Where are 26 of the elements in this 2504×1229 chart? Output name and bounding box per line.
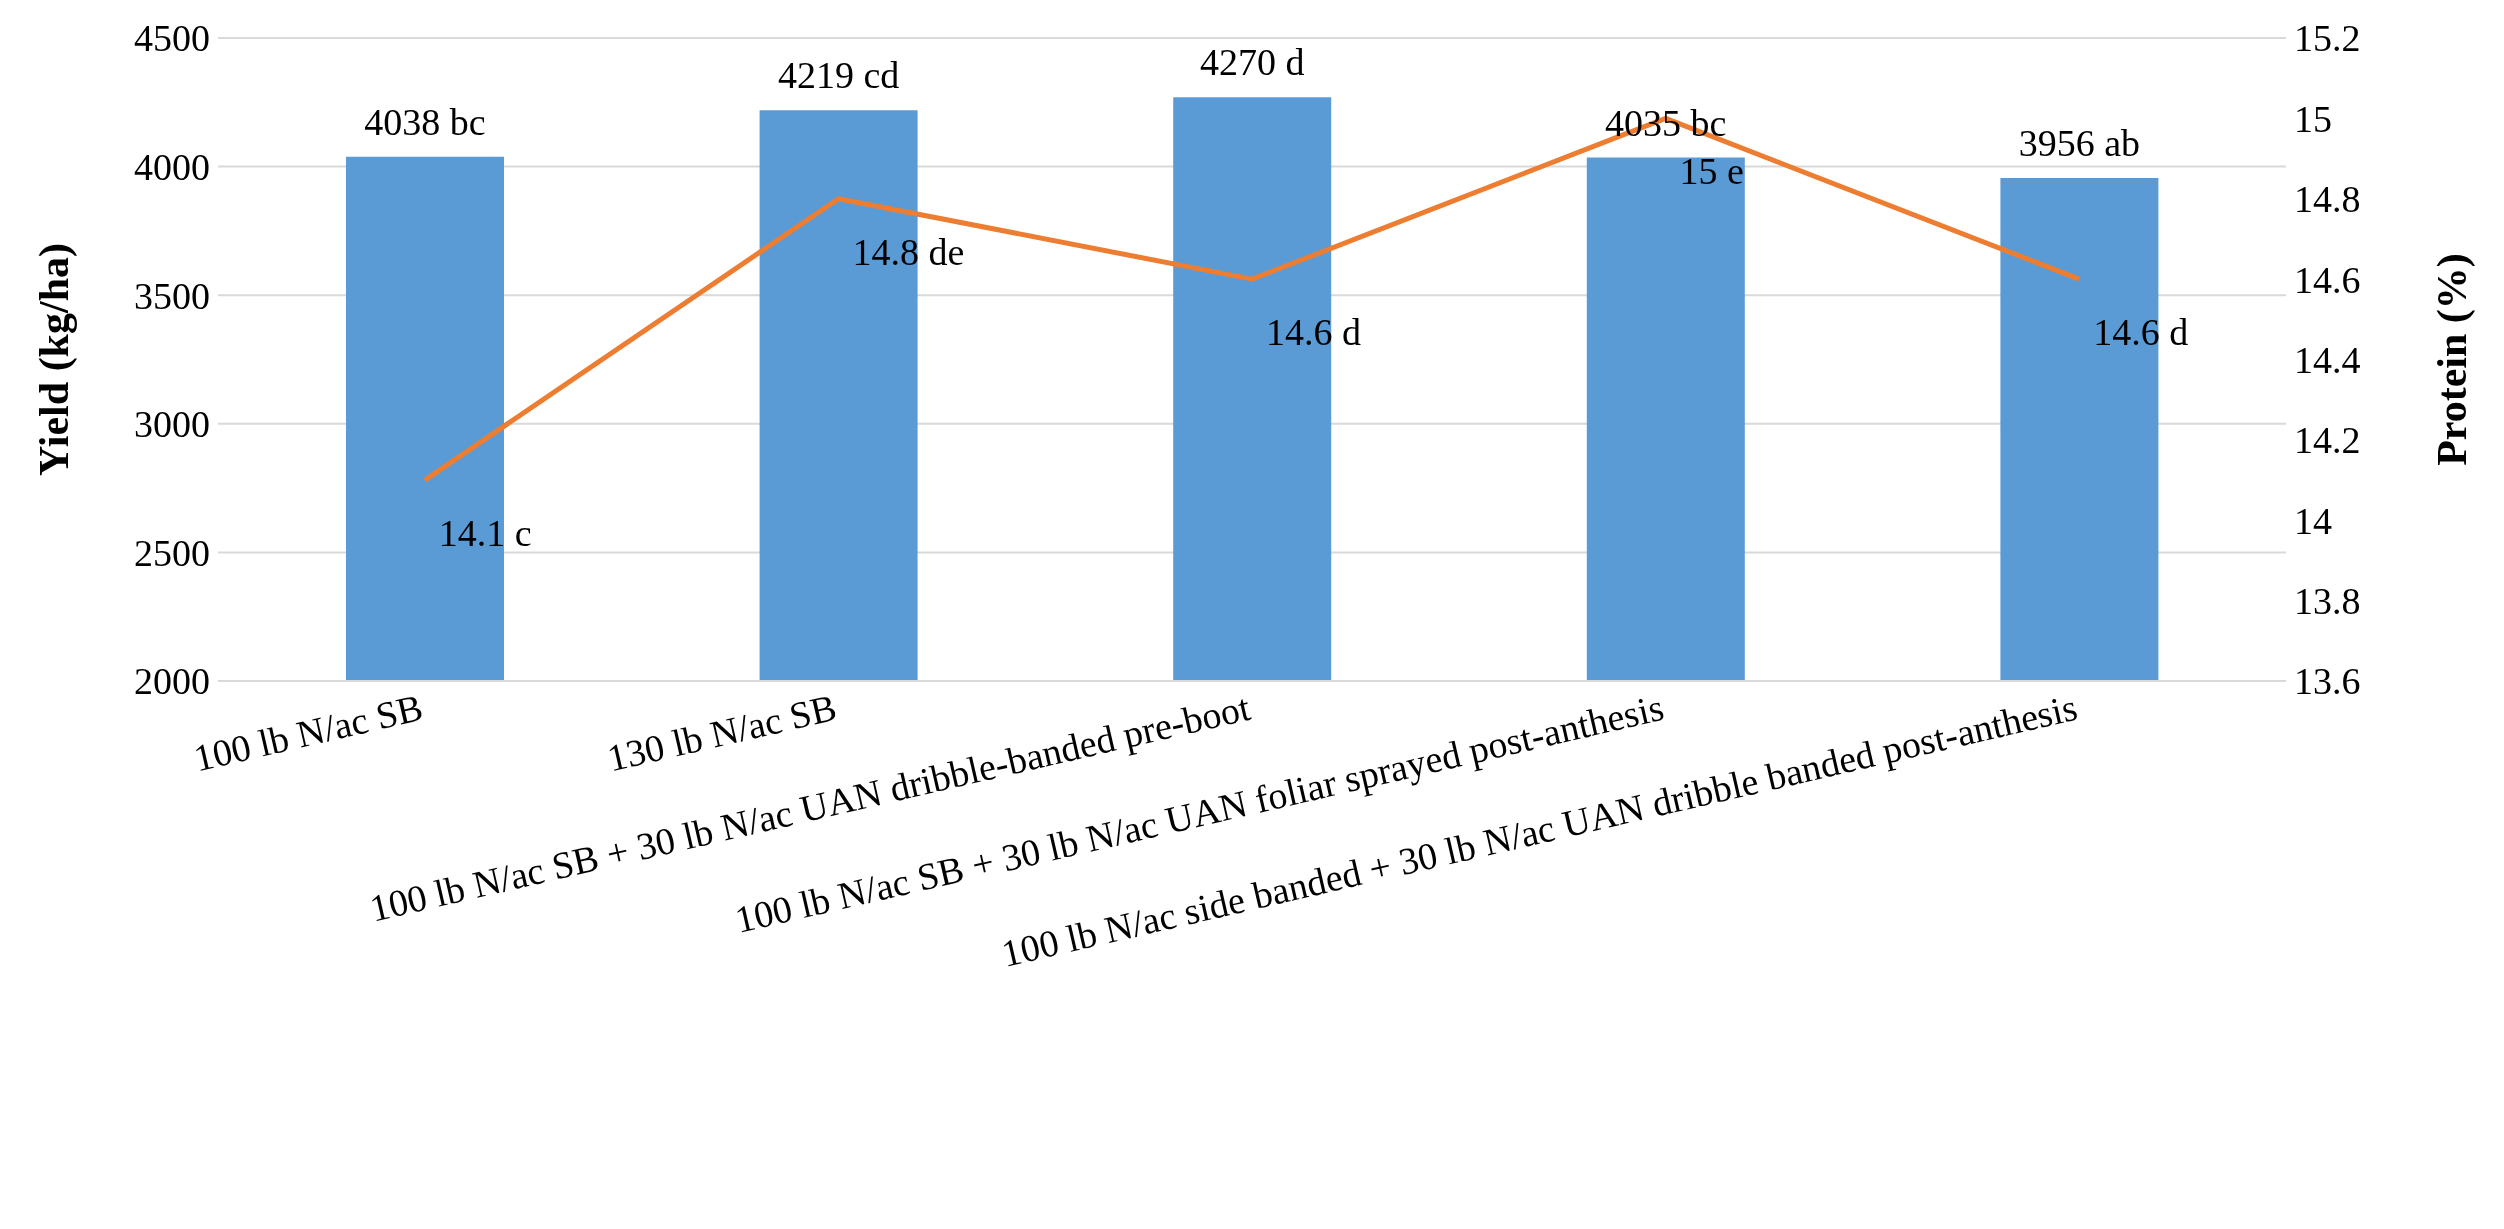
data-label: 3956 ab	[2018, 121, 2141, 164]
y2-tick-label: 15.2	[2294, 17, 2361, 60]
y2-tick-label: 14.4	[2294, 338, 2361, 381]
y-tick-label: 4000	[134, 146, 210, 189]
y-tick-label: 2500	[134, 531, 210, 574]
y2-tick-label: 14.6	[2294, 258, 2361, 301]
y2-axis-title: Protein (%)	[2428, 253, 2476, 466]
data-label: 14.6 d	[2093, 311, 2189, 354]
y2-tick-label: 14.2	[2294, 419, 2361, 462]
y2-tick-label: 15	[2294, 97, 2332, 140]
y2-tick-label: 13.8	[2294, 580, 2361, 623]
data-label: 14.1 c	[438, 512, 532, 555]
data-label: 15 e	[1679, 150, 1744, 193]
y2-tick-label: 14.8	[2294, 178, 2361, 221]
data-label: 4270 d	[1199, 41, 1305, 84]
y-tick-label: 2000	[134, 660, 210, 703]
y-tick-label: 3000	[134, 403, 210, 446]
y-axis-title: Yield (kg/ha)	[30, 243, 78, 476]
y2-tick-label: 13.6	[2294, 660, 2361, 703]
data-label: 14.8 de	[852, 230, 965, 273]
data-label: 4038 bc	[364, 100, 486, 143]
y-tick-label: 4500	[134, 17, 210, 60]
y2-tick-label: 14	[2294, 499, 2332, 542]
x-tick-label: 130 lb N/ac SB	[603, 685, 841, 780]
y-tick-label: 3500	[134, 274, 210, 317]
data-label: 4219 cd	[777, 54, 900, 97]
